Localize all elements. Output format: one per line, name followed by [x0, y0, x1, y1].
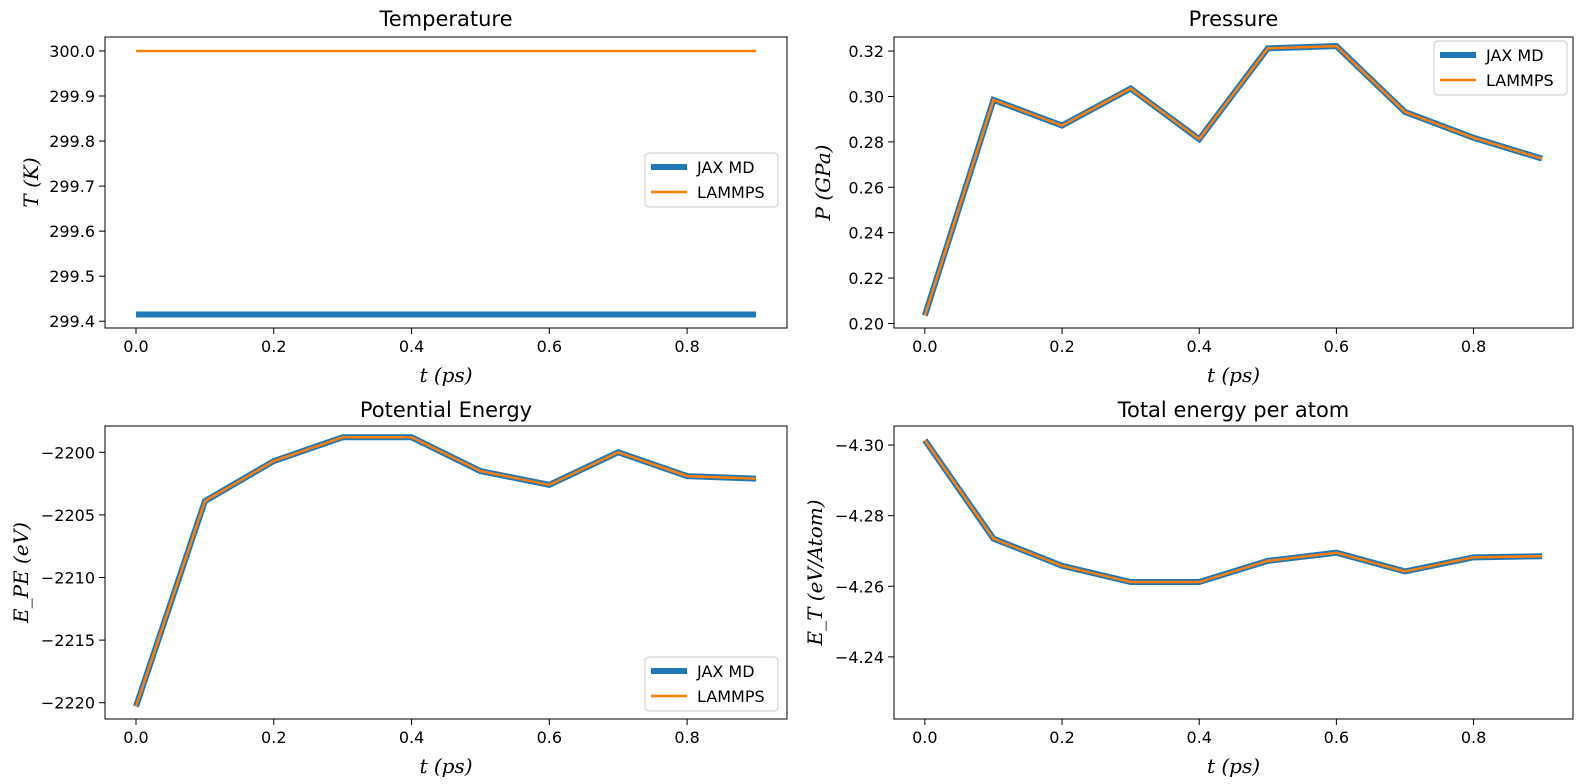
y-tick-label: 0.28 — [848, 133, 884, 152]
x-tick-label: 0.0 — [123, 337, 148, 356]
x-tick-label: 0.8 — [674, 337, 699, 356]
x-axis-label: t (ps) — [419, 363, 472, 387]
y-tick-label: −4.28 — [835, 507, 884, 526]
legend-label-jax-md: JAX MD — [696, 662, 755, 681]
y-tick-label: −4.26 — [835, 577, 884, 596]
x-tick-label: 0.4 — [399, 728, 424, 747]
y-tick-label: −4.24 — [835, 648, 884, 667]
x-tick-label: 0.4 — [399, 337, 424, 356]
y-axis-label: E_PE (eV) — [9, 522, 33, 624]
y-axis-label: E_T (eV/Atom) — [803, 499, 827, 646]
legend-label-jax-md: JAX MD — [696, 158, 755, 177]
legend-label-jax-md: JAX MD — [1485, 46, 1544, 65]
x-tick-label: 0.0 — [912, 728, 937, 747]
x-tick-label: 0.8 — [674, 728, 699, 747]
subplot-1: 0.0 0.2 0.4 0.6 0.8 299.4 299.5 299.6 299.7 299.8… — [19, 7, 788, 387]
legend-label-lammps: LAMMPS — [697, 183, 765, 202]
legend: JAX MD LAMMPS — [644, 656, 779, 712]
y-tick-label: 299.6 — [49, 222, 95, 241]
series-line-lammps — [923, 439, 1543, 584]
y-axis-label: T (K) — [19, 157, 43, 207]
y-tick-label: −2205 — [41, 506, 95, 525]
legend-label-lammps: LAMMPS — [697, 687, 765, 706]
x-tick-label: 0.0 — [123, 728, 148, 747]
y-tick-label: 0.26 — [848, 178, 884, 197]
y-tick-label: 0.22 — [848, 269, 884, 288]
axes-frame — [893, 425, 1574, 720]
series-line-lammps — [923, 44, 1543, 316]
y-tick-label: 0.20 — [848, 314, 884, 333]
y-tick-label: 299.5 — [49, 267, 95, 286]
legend: JAX MD LAMMPS — [1433, 40, 1568, 96]
x-tick-label: 0.6 — [1324, 337, 1349, 356]
y-tick-label: −4.30 — [835, 436, 884, 455]
y-tick-label: 0.30 — [848, 87, 884, 106]
y-tick-label: −2200 — [41, 443, 95, 462]
x-axis-label: t (ps) — [1207, 754, 1260, 778]
x-tick-label: 0.2 — [1049, 728, 1074, 747]
x-tick-label: 0.4 — [1186, 728, 1211, 747]
subplot-title: Total energy per atom — [1117, 398, 1350, 422]
y-tick-label: 299.4 — [49, 312, 95, 331]
y-tick-label: −2220 — [41, 694, 95, 713]
x-tick-label: 0.8 — [1461, 728, 1486, 747]
x-tick-label: 0.6 — [1324, 728, 1349, 747]
y-tick-label: −2215 — [41, 631, 95, 650]
axes-frame — [893, 36, 1574, 329]
x-tick-label: 0.8 — [1461, 337, 1486, 356]
x-tick-label: 0.2 — [261, 728, 286, 747]
y-tick-label: 300.0 — [49, 42, 95, 61]
x-tick-label: 0.2 — [261, 337, 286, 356]
x-tick-label: 0.6 — [537, 728, 562, 747]
x-tick-label: 0.0 — [912, 337, 937, 356]
legend-label-lammps: LAMMPS — [1486, 71, 1554, 90]
x-tick-label: 0.2 — [1049, 337, 1074, 356]
axes-frame — [104, 36, 788, 329]
series-line-jax-md — [922, 438, 1543, 586]
y-tick-label: −2210 — [41, 569, 95, 588]
subplot-title: Potential Energy — [360, 398, 532, 422]
y-tick-label: 0.32 — [848, 42, 884, 61]
x-axis-label: t (ps) — [419, 754, 472, 778]
x-axis-label: t (ps) — [1207, 363, 1260, 387]
y-tick-label: 299.8 — [49, 132, 95, 151]
subplot-title: Temperature — [378, 7, 512, 31]
x-tick-label: 0.4 — [1186, 337, 1211, 356]
axes-frame — [104, 425, 788, 720]
y-axis-label: P (GPa) — [811, 145, 835, 222]
subplot-4: 0.0 0.2 0.4 0.6 0.8 −4.24 −4.26 −4.28 −4.30 Total… — [803, 40, 1574, 778]
y-tick-label: 299.9 — [49, 87, 95, 106]
legend: JAX MD LAMMPS — [644, 152, 779, 208]
subplot-3: 0.0 0.2 0.4 0.6 0.8 −2220 −2215 −2210 −2205 −2200… — [9, 398, 788, 778]
x-tick-label: 0.6 — [537, 337, 562, 356]
series-line-lammps — [134, 436, 757, 707]
y-tick-label: 299.7 — [49, 177, 95, 196]
subplot-title: Pressure — [1189, 7, 1279, 31]
y-tick-label: 0.24 — [848, 224, 884, 243]
